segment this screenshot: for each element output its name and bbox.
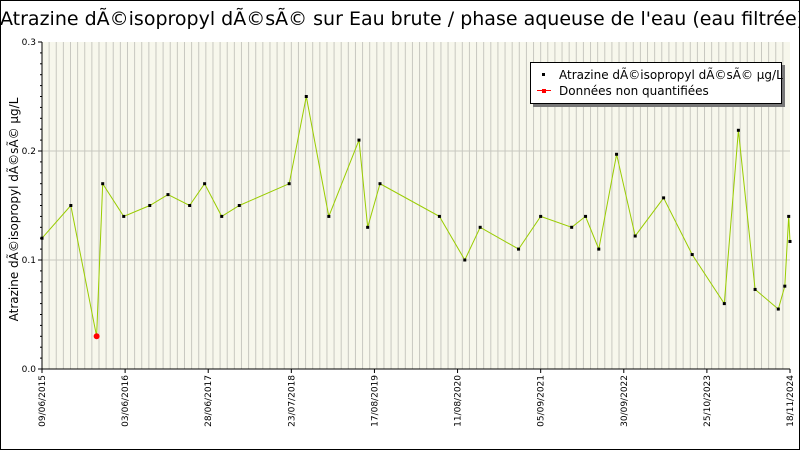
data-point (478, 225, 482, 229)
data-point (633, 234, 637, 238)
data-point (722, 302, 726, 306)
data-point (69, 204, 73, 207)
legend-label-main: Atrazine dÃ©isopropyl dÃ©sÃ© µg/L (559, 68, 783, 82)
data-point (166, 193, 170, 197)
data-point (753, 287, 757, 291)
data-point (662, 196, 666, 200)
data-point (597, 247, 601, 251)
non-quantified-point (93, 333, 100, 340)
x-tick-label: 17/08/2019 (370, 375, 380, 427)
data-point (787, 214, 791, 218)
x-tick-label: 25/10/2023 (703, 375, 713, 427)
data-point (690, 253, 694, 257)
x-tick-label: 09/06/2015 (38, 375, 48, 427)
y-axis-label: Atrazine dÃ©isopropyl dÃ©sÃ© µg/L (6, 97, 21, 321)
data-point (122, 214, 126, 218)
y-tick-label: 0.2 (22, 147, 36, 157)
data-point (203, 182, 207, 186)
data-point (517, 247, 521, 251)
data-point (327, 214, 331, 218)
x-tick-label: 23/07/2018 (287, 375, 297, 427)
series-line (41, 96, 791, 337)
legend-entry-non-quantified: Données non quantifiées (537, 83, 709, 99)
data-point (378, 182, 382, 186)
data-point (357, 138, 361, 142)
data-point (220, 214, 224, 218)
legend-red-marker-icon (537, 84, 551, 98)
data-point (188, 204, 192, 207)
data-point (463, 258, 467, 262)
chart-legend: Atrazine dÃ©isopropyl dÃ©sÃ© µg/L Donnée… (530, 62, 783, 104)
y-tick-label: 0.1 (22, 256, 36, 266)
data-point (776, 307, 780, 311)
data-point (287, 182, 291, 186)
data-point (148, 204, 152, 207)
legend-entry-main: Atrazine dÃ©isopropyl dÃ©sÃ© µg/L (537, 67, 783, 83)
x-tick-label: 05/09/2021 (537, 375, 547, 427)
data-point (783, 284, 787, 288)
data-point (40, 236, 44, 240)
x-tick-label: 30/09/2022 (620, 375, 630, 427)
x-tick-label: 03/06/2016 (121, 375, 131, 427)
legend-line-dot-icon (537, 68, 551, 82)
y-tick-label: 0.0 (22, 365, 37, 375)
x-tick-label: 28/06/2017 (204, 375, 214, 427)
data-point (570, 225, 574, 229)
x-tick-label: 11/08/2020 (454, 375, 464, 427)
x-tick-label: 18/11/2024 (786, 375, 796, 427)
y-tick-label: 0.3 (22, 38, 36, 48)
data-point (366, 225, 370, 229)
data-point (437, 214, 441, 218)
data-point (584, 214, 588, 218)
chart-title: Atrazine dÃ©isopropyl dÃ©sÃ© sur Eau bru… (0, 8, 800, 30)
data-point (539, 214, 543, 218)
data-point (615, 152, 619, 156)
data-point (237, 204, 241, 207)
data-point (736, 128, 740, 132)
legend-label-non-quantified: Données non quantifiées (559, 84, 709, 98)
data-point (101, 182, 105, 186)
data-point (788, 239, 792, 243)
data-point (304, 95, 308, 98)
